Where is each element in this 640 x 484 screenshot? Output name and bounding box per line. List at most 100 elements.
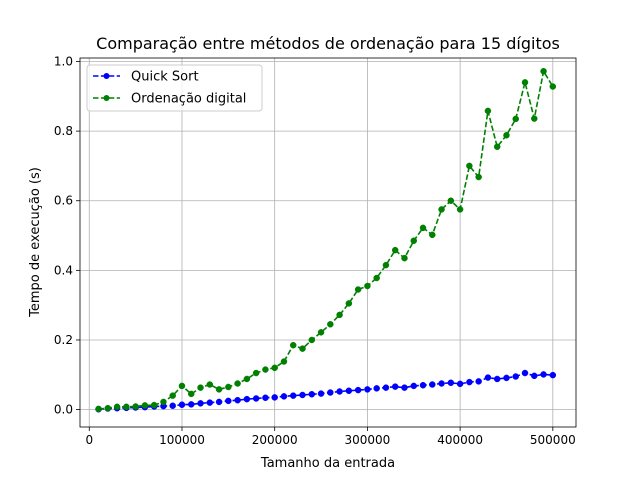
x-tick-label: 100000 [159, 433, 205, 447]
series-1-point [327, 389, 334, 396]
series-2-point [215, 386, 223, 393]
series-1-point [521, 369, 529, 377]
series-2-point [521, 79, 529, 86]
series-2-point [484, 107, 492, 115]
series-1-point [308, 391, 316, 398]
series-1-point [447, 379, 455, 387]
legend-box [86, 64, 263, 112]
series-2-point [225, 383, 232, 391]
series-1-point [206, 399, 214, 406]
series-2-point [243, 375, 251, 383]
series-2 [95, 67, 557, 413]
series-2-point [206, 381, 214, 388]
y-axis-label: Tempo de execução (s) [28, 167, 43, 318]
series-2-point [540, 67, 547, 75]
series-2-point [141, 402, 149, 409]
series-2-point [493, 143, 501, 151]
series-2-point [456, 206, 464, 213]
series-2-point [475, 173, 482, 181]
series-2-point [466, 162, 473, 170]
x-tick-label: 400000 [437, 433, 483, 447]
series-2-point [169, 392, 176, 399]
series-1-point [178, 401, 186, 408]
series-1-point [243, 395, 251, 403]
series-1-point [197, 400, 204, 407]
series-2-point [401, 254, 408, 262]
plot-frame [79, 57, 577, 428]
series-1-point [299, 391, 306, 399]
series-1-point [429, 381, 436, 388]
legend-marker [103, 95, 110, 101]
series-2-point [327, 321, 334, 328]
series-1-point [336, 388, 343, 395]
series-1-point [540, 371, 547, 378]
series-2-point [271, 364, 278, 372]
series-1-point [382, 384, 390, 391]
series-2-point [113, 403, 121, 411]
legend-label: Quick Sort [131, 70, 199, 85]
x-axis-label: Tamanho da entrada [260, 456, 395, 471]
series-2-point [391, 246, 399, 254]
series-2-point [280, 358, 288, 365]
series-2-point [354, 286, 362, 293]
series-2-point [336, 311, 343, 319]
series-2-point [95, 405, 102, 413]
series-2-point [132, 403, 139, 410]
x-tick-label: 300000 [344, 433, 390, 447]
series-2-point [531, 115, 538, 122]
series-2-point [364, 282, 371, 290]
series-1-point [262, 394, 269, 402]
x-tick-label: 0 [85, 433, 93, 447]
series-1-point [271, 394, 278, 401]
y-tick-label: 0.0 [54, 403, 73, 417]
x-tick-label: 500000 [530, 433, 576, 447]
series-2-point [178, 382, 186, 390]
ticks: 0 100000 200000 300000 400000 500000 0.0 0.2 0.4… [54, 54, 576, 447]
series-2-point [252, 369, 260, 377]
series-1-point [169, 402, 176, 410]
series-1-point [252, 395, 260, 402]
y-tick-label: 1.0 [54, 54, 73, 68]
series-2-point [123, 403, 130, 411]
series-1-point [317, 390, 325, 397]
series-1-point [225, 397, 232, 405]
legend-item: Quick Sort [93, 70, 199, 85]
series-2-point [373, 274, 380, 282]
series-1-point [345, 387, 353, 395]
y-tick-label: 0.8 [54, 124, 73, 138]
series-2-point [317, 329, 325, 336]
series-1-point [354, 386, 362, 394]
series-2-point [503, 132, 510, 139]
series-layer [95, 67, 557, 413]
series-1-point [549, 371, 557, 379]
series-1 [95, 369, 557, 413]
series-2-point [160, 398, 167, 406]
legend-marker [103, 73, 110, 79]
series-1-point [215, 398, 223, 406]
series-2-point [382, 261, 390, 269]
series-1-point [531, 372, 538, 380]
legend: Quick Sort Ordenação digital [86, 64, 263, 112]
series-2-point [299, 345, 306, 352]
series-2-point [197, 384, 204, 391]
series-1-point [512, 373, 519, 380]
series-2-point [410, 237, 418, 245]
series-1-point [475, 378, 482, 385]
series-2-point [512, 115, 519, 123]
series-2-point [188, 390, 195, 398]
series-1-point [188, 401, 195, 408]
x-tick-label: 200000 [252, 433, 298, 447]
y-tick-label: 0.2 [54, 333, 73, 347]
series-2-point [419, 224, 427, 232]
series-1-point [234, 396, 241, 404]
series-2-point [447, 197, 455, 204]
series-2-point [429, 231, 436, 239]
series-2-point [308, 336, 316, 344]
series-1-point [503, 374, 510, 382]
chart-title: Comparação entre métodos de ordenação pa… [96, 34, 560, 53]
grid [80, 58, 576, 427]
series-1-point [410, 382, 418, 390]
legend-label: Ordenação digital [131, 92, 246, 107]
